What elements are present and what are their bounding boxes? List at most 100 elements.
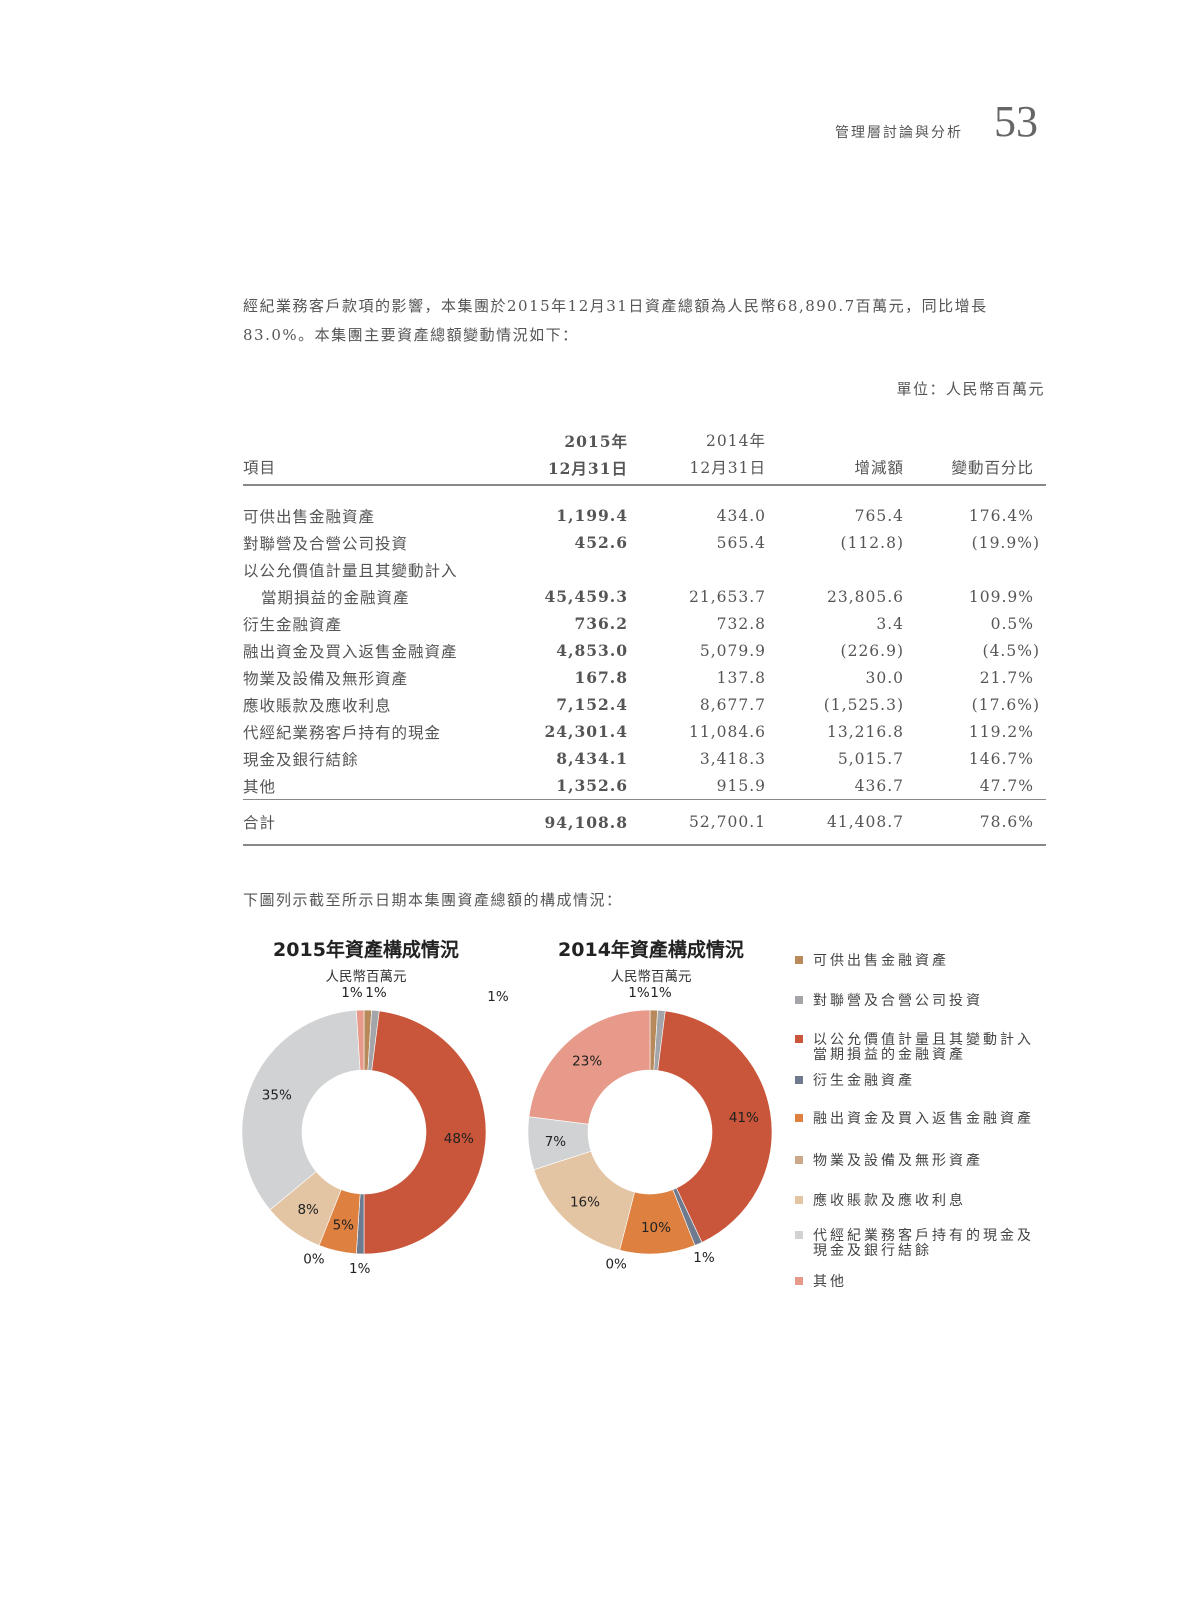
chart-subtitle-2014: 人民幣百萬元 [610,969,692,985]
legend-item: 代經紀業務客戶持有的現金及 現金及銀行結餘 [795,1229,1034,1259]
slice-label: 23% [572,1054,602,1070]
header-2015-date: 12月31日 [547,459,628,478]
table-row: 現金及銀行結餘 8,434.1 3,418.3 5,015.7 146.7% [243,745,1046,772]
intro-paragraph: 經紀業務客戶款項的影響，本集團於2015年12月31日資產總額為人民幣68,89… [243,297,988,344]
legend-swatch [795,1114,803,1122]
unit-label: 單位：人民幣百萬元 [896,380,1045,398]
total-pct: 78.6% [979,813,1034,831]
row-label: 物業及設備及無形資產 [243,669,409,688]
value-2014: 565.4 [716,533,766,552]
table-row: 可供出售金融資產 1,199.4 434.0 765.4 176.4% [243,485,1046,529]
table-row: 代經紀業務客戶持有的現金 24,301.4 11,084.6 13,216.8 … [243,718,1046,745]
donut-slice [657,1010,773,1243]
slice-label: 0% [303,1251,325,1267]
row-label: 其他 [243,777,277,796]
table-row: 衍生金融資產 736.2 732.8 3.4 0.5% [243,610,1046,637]
pct-value: (19.9%) [971,533,1040,552]
value-2015: 736.2 [574,614,628,633]
row-label: 衍生金融資產 [243,615,343,634]
legend-label: 物業及設備及無形資產 [813,1153,983,1169]
value-2015: 24,301.4 [544,722,628,741]
header-2014-date: 12月31日 [689,459,766,477]
slice-label: 16% [570,1194,600,1210]
slice-label: 1% [693,1250,715,1266]
value-2014: 21,653.7 [688,587,766,606]
slice-label: 7% [545,1134,567,1150]
value-2015: 7,152.4 [556,695,628,714]
slice-label: 1% [487,989,509,1005]
header-2014-year: 2014年 [706,432,766,450]
legend-item: 可供出售金融資產 [795,954,949,969]
slice-label: 0% [605,1257,627,1273]
value-2015: 167.8 [574,668,628,687]
row-label: 代經紀業務客戶持有的現金 [243,723,442,742]
legend-label: 應收賬款及應收利息 [813,1193,966,1209]
value-2014: 137.8 [716,668,766,687]
legend-label: 衍生金融資產 [813,1073,915,1089]
slice-label: 1% [341,985,363,1001]
table-row: 物業及設備及無形資產 167.8 137.8 30.0 21.7% [243,664,1046,691]
slice-label: 35% [262,1087,292,1103]
section-title: 管理層討論與分析 [835,125,963,141]
legend-label: 代經紀業務客戶持有的現金及 [813,1228,1034,1244]
asset-table: 2015年 2014年 項目 12月31日 12月31日 增減額 變動百分比 可… [243,428,1046,846]
legend-swatch [795,996,803,1004]
value-2014: 3,418.3 [699,749,766,768]
row-label: 以公允價值計量且其變動計入 [243,561,458,580]
change-value: 3.4 [876,614,904,633]
legend-swatch [795,1196,803,1204]
change-value: (1,525.3) [823,695,904,714]
total-2014: 52,700.1 [688,813,766,831]
chart-title-2015: 2015年資產構成情況 [273,939,459,961]
value-2014: 8,677.7 [699,695,766,714]
slice-label: 10% [641,1220,671,1236]
slice-label: 41% [729,1110,759,1126]
value-2014: 5,079.9 [699,641,766,660]
legend-label: 其他 [813,1274,847,1290]
donut-slice [528,1009,651,1125]
legend-label: 融出資金及買入返售金融資產 [813,1111,1034,1127]
pct-value: 0.5% [990,614,1034,633]
legend-swatch [795,1277,803,1285]
table-row: 其他 1,352.6 915.9 436.7 47.7% [243,772,1046,800]
legend-swatch [795,1231,803,1239]
header-pct: 變動百分比 [951,459,1034,477]
slice-label: 1% [650,985,672,1001]
legend-item: 其他 [795,1275,847,1290]
change-value: 5,015.7 [837,749,904,768]
slice-label: 1% [349,1261,371,1277]
legend-item: 以公允價值計量且其變動計入 當期損益的金融資產 [795,1033,1034,1063]
header-2015-year: 2015年 [564,432,628,451]
chart-title-2014: 2014年資產構成情況 [558,939,744,961]
row-label-cont: 當期損益的金融資產 [261,588,410,607]
slice-label: 5% [333,1218,355,1234]
legend-label-cont: 現金及銀行結餘 [813,1243,932,1259]
pct-value: 109.9% [968,587,1034,606]
table-row: 融出資金及買入返售金融資產 4,853.0 5,079.9 (226.9) (4… [243,637,1046,664]
row-label: 現金及銀行結餘 [243,750,359,769]
pct-value: 21.7% [979,668,1034,687]
change-value: 765.4 [854,506,904,525]
legend-label: 以公允價值計量且其變動計入 [813,1032,1034,1048]
change-value: (112.8) [840,533,904,552]
row-label: 融出資金及買入返售金融資產 [243,642,458,661]
value-2014: 11,084.6 [688,722,766,741]
legend-label: 可供出售金融資產 [813,953,949,969]
legend-item: 衍生金融資產 [795,1074,915,1089]
value-2015: 4,853.0 [556,641,628,660]
table-row: 應收賬款及應收利息 7,152.4 8,677.7 (1,525.3) (17.… [243,691,1046,718]
donut-slice [241,1009,361,1211]
chart-caption: 下圖列示截至所示日期本集團資產總額的構成情況： [243,891,623,909]
table-row: 當期損益的金融資產 45,459.3 21,653.7 23,805.6 109… [243,583,1046,610]
pct-value: (17.6%) [971,695,1040,714]
value-2015: 45,459.3 [544,587,628,606]
slice-label: 8% [297,1202,319,1218]
header-item: 項目 [243,459,277,477]
legend-swatch [795,956,803,964]
legend-item: 物業及設備及無形資產 [795,1154,983,1169]
total-label: 合計 [243,814,277,832]
change-value: 23,805.6 [826,587,904,606]
pct-value: (4.5%) [982,641,1040,660]
